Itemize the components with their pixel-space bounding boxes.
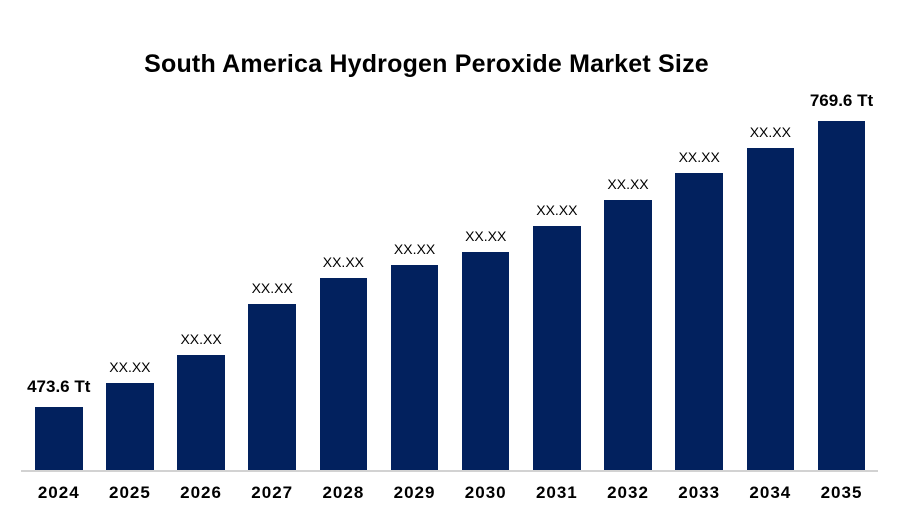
x-axis-label-2035: 2035: [820, 483, 863, 502]
bar-2024: [35, 407, 83, 471]
bar-value-label-2026: XX.XX: [180, 331, 222, 347]
bar-2032: [604, 200, 652, 471]
bar-2027: [248, 304, 296, 471]
bar-2034: [746, 148, 795, 471]
bar-value-label-2033: XX.XX: [678, 149, 720, 165]
x-axis-line: [21, 470, 878, 472]
x-axis-label-2034: 2034: [749, 483, 792, 502]
x-axis-label-2024: 2024: [37, 483, 80, 502]
bar-value-label-2028: XX.XX: [322, 254, 364, 270]
bar-value-label-2030: XX.XX: [465, 228, 507, 244]
bar-value-label-2035: 769.6 Tt: [809, 91, 874, 110]
bar-value-label-2032: XX.XX: [607, 176, 649, 192]
bar-2026: [177, 355, 225, 471]
x-axis-label-2031: 2031: [535, 483, 578, 502]
chart-title: South America Hydrogen Peroxide Market S…: [144, 50, 709, 78]
bar-value-label-2027: XX.XX: [251, 280, 293, 296]
x-axis-label-2027: 2027: [251, 483, 294, 502]
x-axis-label-2025: 2025: [108, 483, 151, 502]
bar-value-label-2031: XX.XX: [536, 202, 578, 218]
bar-2030: [461, 252, 510, 471]
bar-2029: [390, 265, 439, 471]
bar-2025: [106, 383, 154, 471]
bar-2033: [675, 173, 723, 471]
bar-value-label-2034: XX.XX: [749, 124, 791, 140]
bar-value-label-2025: XX.XX: [109, 359, 151, 375]
bar-2031: [533, 226, 581, 471]
x-axis-label-2029: 2029: [393, 483, 436, 502]
bar-value-label-2029: XX.XX: [393, 241, 436, 257]
x-axis-label-2030: 2030: [464, 483, 507, 502]
x-axis-label-2033: 2033: [678, 483, 721, 502]
x-axis-label-2032: 2032: [607, 483, 649, 502]
bar-value-label-2024: 473.6 Tt: [27, 377, 91, 396]
bar-2035: [817, 121, 866, 471]
bar-2028: [319, 278, 368, 471]
x-axis-label-2026: 2026: [180, 483, 222, 502]
x-axis-label-2028: 2028: [322, 483, 365, 502]
